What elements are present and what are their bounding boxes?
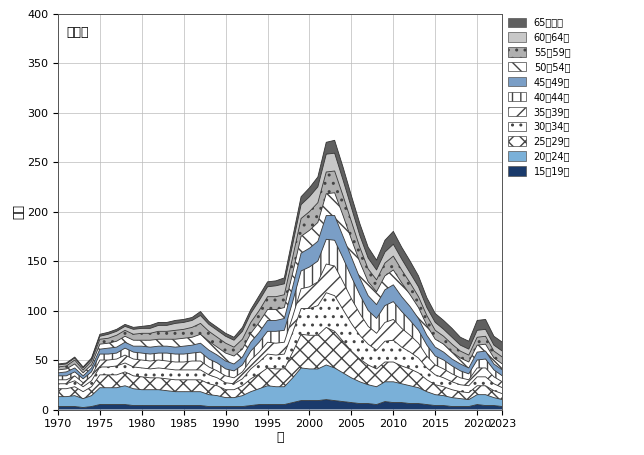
X-axis label: 年: 年	[276, 430, 284, 444]
Y-axis label: 万人: 万人	[13, 204, 26, 219]
Legend: 65歳以上, 60～64歳, 55～59歳, 50～54歳, 45～49歳, 40～44歳, 35～39歳, 30～34歳, 25～29歳, 20～24歳, 1: 65歳以上, 60～64歳, 55～59歳, 50～54歳, 45～49歳, 4…	[504, 14, 574, 180]
Text: 男女計: 男女計	[67, 25, 90, 39]
